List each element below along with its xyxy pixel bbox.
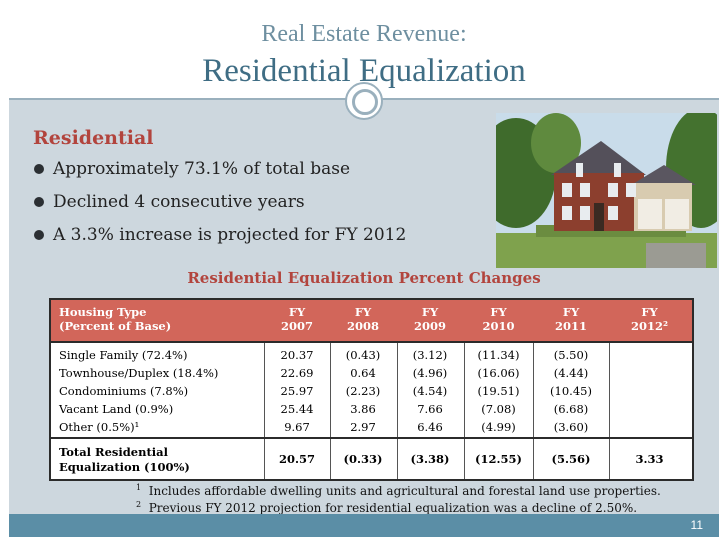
house-photo	[496, 113, 717, 268]
table-body: Single Family (72.4%) 20.37 (0.43) (3.12…	[51, 343, 692, 437]
header-fy-2010: FY 2010	[482, 305, 515, 333]
table-row: Other (0.5%)¹ 9.67 2.97 6.46 (4.99) (3.6…	[59, 420, 589, 434]
footnote: 2 Previous FY 2012 projection for reside…	[136, 500, 638, 515]
page-number: 11	[690, 518, 703, 532]
table-row: Townhouse/Duplex (18.4%) 22.69 0.64 (4.9…	[59, 366, 589, 380]
total-label: Total Residential Equalization (100%)	[59, 445, 190, 474]
table-title: Residential Equalization Percent Changes	[187, 269, 541, 287]
footnote: 1 Includes affordable dwelling units and…	[136, 483, 661, 498]
footnotes: 1 Includes affordable dwelling units and…	[136, 479, 661, 515]
residential-bullet-list: Approximately 73.1% of total base Declin…	[33, 158, 406, 257]
slide-supertitle: Real Estate Revenue:	[261, 21, 467, 47]
bullet-dot-icon	[34, 197, 44, 207]
footer-bar: 11	[9, 514, 719, 537]
table-total-row: Total Residential Equalization (100%) 20…	[51, 437, 692, 479]
header-fy-2009: FY 2009	[413, 305, 446, 333]
header-fy-2011: FY 2011	[554, 305, 587, 333]
content-panel: Real Estate Revenue: Residential Equaliz…	[9, 9, 719, 537]
table-row: Condominiums (7.8%) 25.97 (2.23) (4.54) …	[59, 384, 592, 398]
header-fy-2007: FY 2007	[280, 305, 313, 333]
bullet-item: Declined 4 consecutive years	[33, 191, 406, 224]
divider-ornament-icon	[345, 82, 383, 120]
header-fy-2012: FY 2012²	[630, 305, 669, 333]
header-housing-type: Housing Type (Percent of Base)	[59, 305, 172, 333]
table-row: Single Family (72.4%) 20.37 (0.43) (3.12…	[59, 348, 589, 362]
bullet-item: A 3.3% increase is projected for FY 2012	[33, 224, 406, 257]
residential-heading: Residential	[33, 127, 154, 149]
equalization-table: Housing Type (Percent of Base) FY 2007 FY…	[49, 298, 694, 481]
bullet-dot-icon	[34, 164, 44, 174]
header-fy-2008: FY 2008	[346, 305, 379, 333]
table-row: Vacant Land (0.9%) 25.44 3.86 7.66 (7.08…	[59, 402, 589, 416]
bullet-item: Approximately 73.1% of total base	[33, 158, 406, 191]
table-header: Housing Type (Percent of Base) FY 2007 FY…	[51, 300, 692, 343]
bullet-dot-icon	[34, 230, 44, 240]
